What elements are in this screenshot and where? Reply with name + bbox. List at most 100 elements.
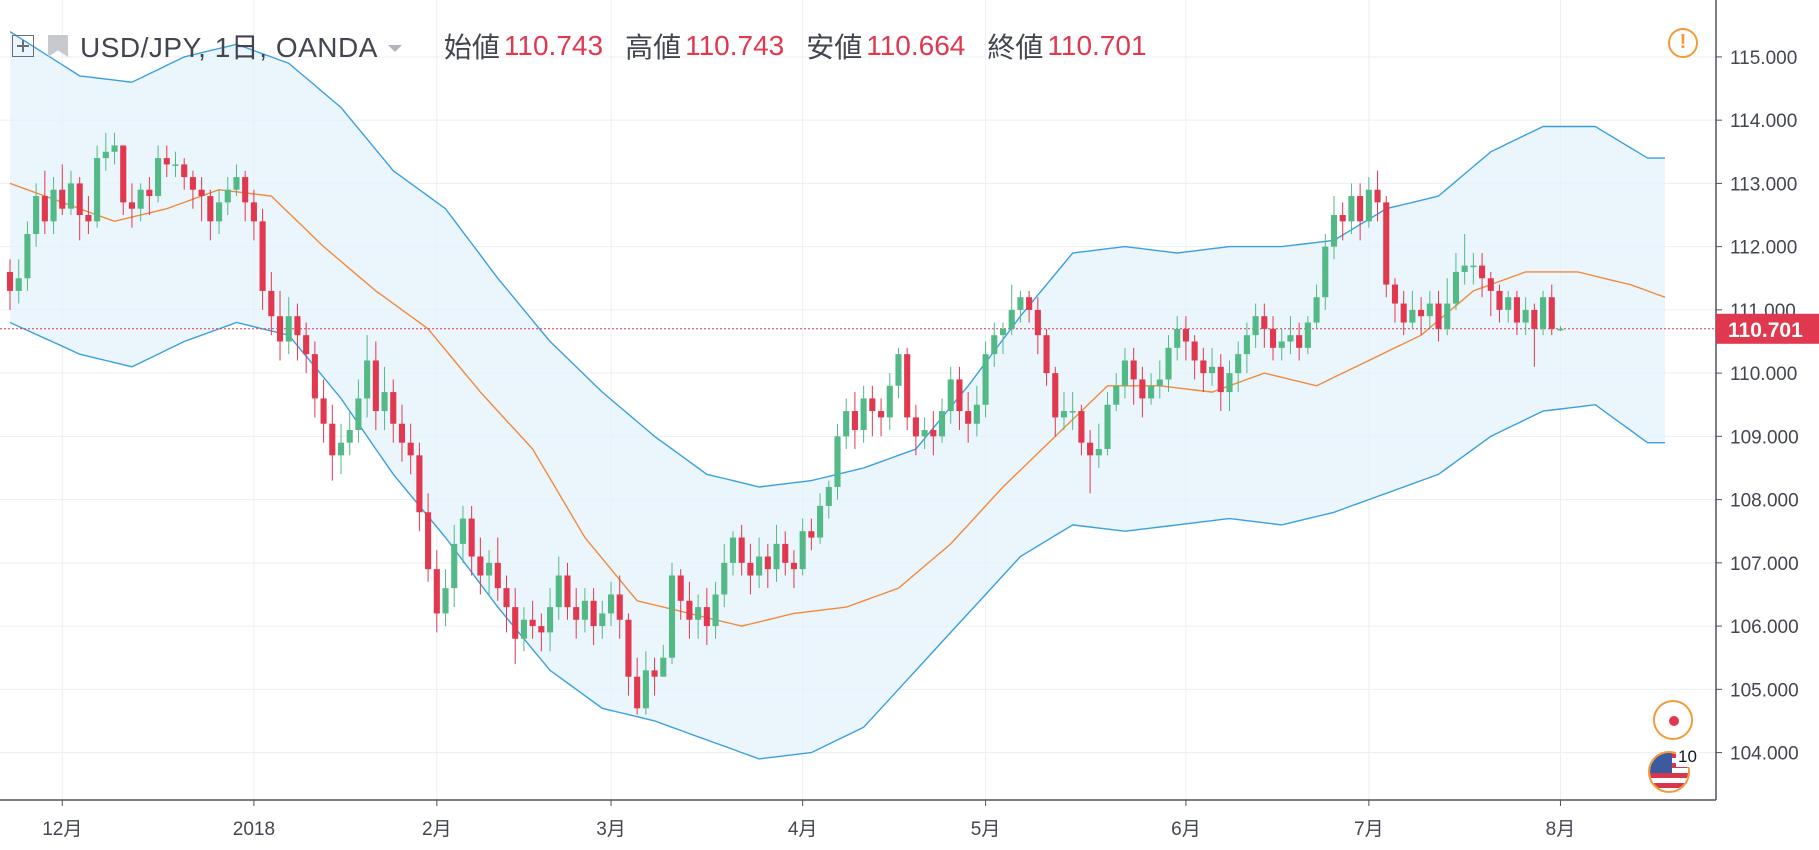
chevron-down-icon[interactable] bbox=[387, 44, 402, 52]
candle bbox=[1322, 246, 1329, 298]
candle bbox=[1409, 309, 1416, 323]
open-label: 始値 bbox=[443, 32, 500, 63]
candle bbox=[242, 177, 249, 203]
candle bbox=[102, 151, 109, 159]
candle bbox=[1391, 284, 1399, 304]
bookmark-icon[interactable] bbox=[48, 35, 68, 57]
candle bbox=[1330, 215, 1338, 247]
candle bbox=[477, 556, 484, 576]
candle bbox=[764, 556, 771, 570]
candle bbox=[1252, 316, 1259, 336]
candle bbox=[999, 328, 1007, 336]
candle bbox=[520, 619, 527, 639]
candle bbox=[320, 398, 327, 424]
candle bbox=[451, 543, 458, 589]
candle bbox=[590, 600, 597, 627]
candle bbox=[947, 379, 954, 412]
event-count: 10 bbox=[1676, 747, 1699, 767]
close-label: 終値 bbox=[987, 32, 1044, 63]
candle bbox=[782, 543, 789, 563]
candle bbox=[1217, 366, 1224, 393]
candle bbox=[1095, 449, 1102, 456]
candle bbox=[85, 215, 92, 222]
candle bbox=[634, 676, 641, 709]
high-label: 高値 bbox=[625, 32, 682, 63]
candle bbox=[756, 556, 763, 576]
candle bbox=[1043, 335, 1050, 374]
candle bbox=[1243, 335, 1250, 355]
event-marker[interactable] bbox=[1653, 700, 1693, 740]
candle bbox=[1052, 373, 1059, 418]
time-tick-label: 4月 bbox=[788, 819, 818, 840]
candle bbox=[181, 164, 188, 178]
candle bbox=[1357, 196, 1364, 222]
candle bbox=[982, 354, 989, 405]
time-tick-label: 8月 bbox=[1546, 819, 1576, 840]
candle bbox=[668, 575, 676, 658]
candle bbox=[189, 177, 196, 190]
candle bbox=[1383, 202, 1390, 285]
candle bbox=[738, 537, 745, 563]
price-tick-label: 108.000 bbox=[1730, 491, 1799, 512]
candle bbox=[337, 442, 345, 456]
candle bbox=[886, 385, 893, 418]
candle bbox=[904, 354, 911, 418]
alert-icon[interactable]: ! bbox=[1668, 28, 1698, 58]
time-tick-label: 7月 bbox=[1354, 819, 1384, 840]
candle bbox=[1400, 303, 1407, 323]
candle bbox=[1487, 278, 1494, 291]
candle bbox=[895, 354, 902, 386]
candle bbox=[1513, 297, 1520, 323]
time-tick-label: 2月 bbox=[422, 819, 452, 840]
time-tick-label: 2018 bbox=[233, 819, 275, 840]
candle bbox=[198, 189, 205, 197]
price-tick-label: 104.000 bbox=[1730, 744, 1799, 765]
candle bbox=[1435, 303, 1442, 329]
candle bbox=[50, 189, 57, 222]
candle bbox=[120, 145, 127, 203]
candle bbox=[1426, 303, 1433, 317]
candle bbox=[259, 221, 266, 291]
candle bbox=[799, 531, 806, 570]
candle bbox=[1531, 309, 1538, 329]
candle bbox=[642, 670, 649, 709]
candle bbox=[860, 398, 867, 431]
candle bbox=[1130, 360, 1137, 380]
close-value: 110.701 bbox=[1047, 30, 1147, 61]
price-tick-label: 112.000 bbox=[1730, 238, 1797, 259]
add-symbol-icon[interactable] bbox=[12, 35, 34, 57]
candle bbox=[651, 670, 658, 677]
candle bbox=[364, 360, 371, 399]
candle bbox=[547, 607, 554, 633]
candle bbox=[1374, 189, 1381, 203]
candle bbox=[834, 436, 841, 487]
candle bbox=[703, 607, 710, 627]
candle bbox=[207, 196, 214, 222]
candle bbox=[294, 316, 301, 336]
candle bbox=[372, 360, 379, 412]
candles bbox=[6, 132, 1564, 715]
candle bbox=[1470, 265, 1477, 268]
candle bbox=[1113, 385, 1120, 405]
candle bbox=[1304, 322, 1311, 348]
candle bbox=[1452, 271, 1459, 304]
low-value: 110.664 bbox=[866, 30, 966, 61]
symbol-title[interactable]: USD/JPY, 1日, OANDA bbox=[80, 32, 378, 63]
candle bbox=[607, 594, 615, 614]
candle bbox=[285, 316, 292, 342]
candle bbox=[1087, 442, 1094, 456]
economic-events-marker[interactable]: 10 bbox=[1646, 747, 1699, 793]
time-tick-label: 5月 bbox=[971, 819, 1001, 840]
candle bbox=[33, 196, 40, 234]
candle bbox=[773, 543, 780, 570]
candle bbox=[930, 430, 937, 437]
bollinger-basis-line bbox=[9, 182, 1666, 627]
candle bbox=[1418, 309, 1425, 317]
candle bbox=[1505, 297, 1512, 310]
candle bbox=[660, 657, 667, 677]
candle bbox=[1165, 347, 1172, 380]
candle bbox=[921, 430, 928, 437]
candle bbox=[1540, 297, 1547, 329]
